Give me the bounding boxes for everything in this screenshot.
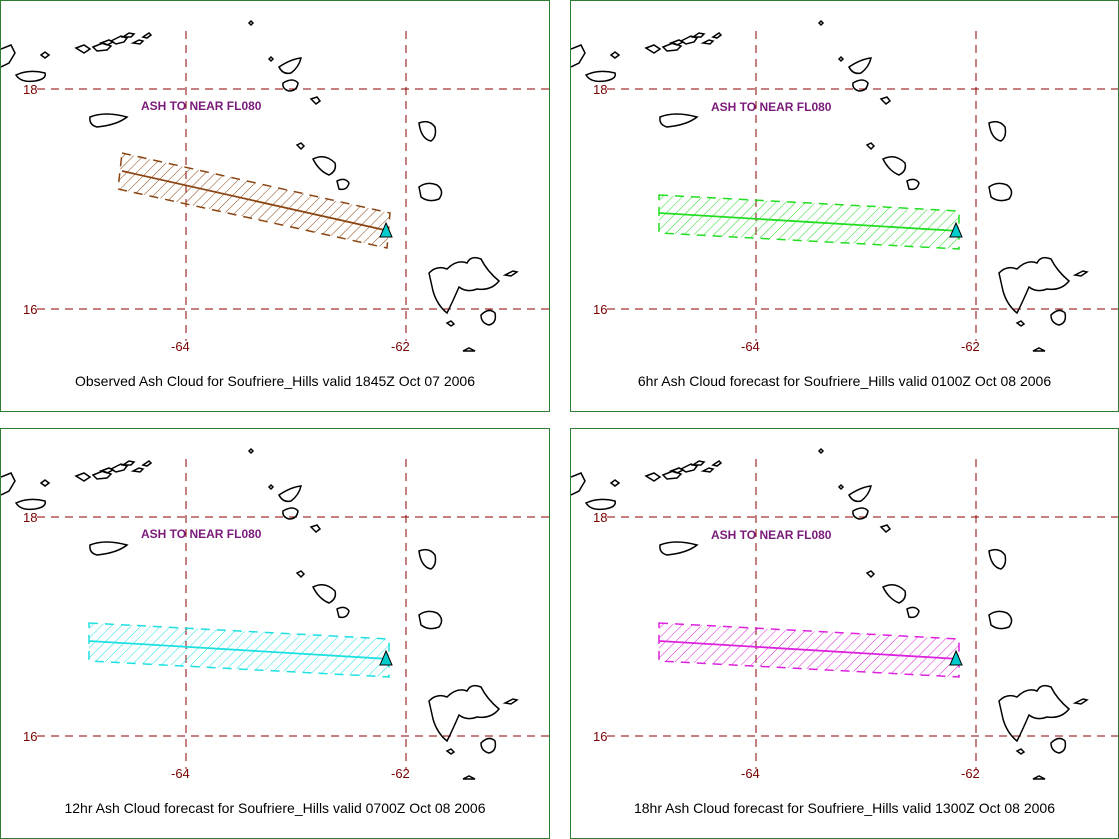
lon-label-62: -62 [391,339,410,354]
ash-cloud-polygon [658,622,963,678]
lat-label-18: 18 [23,510,37,525]
volcano-marker-icon [379,221,393,238]
map-panel-12hr: 18 16 -64 -62 ASH TO NEAR FL080 12hr Ash… [0,428,550,839]
lon-label-62: -62 [391,766,410,781]
volcano-marker-icon [949,649,963,666]
map-panel-18hr: 18 16 -64 -62 ASH TO NEAR FL080 18hr Ash… [570,428,1119,839]
lat-label-16: 16 [23,302,37,317]
ash-altitude-label: ASH TO NEAR FL080 [141,99,262,113]
volcano-marker-icon [379,649,393,666]
ash-altitude-label: ASH TO NEAR FL080 [711,528,832,542]
lat-label-16: 16 [23,729,37,744]
lon-label-64: -64 [741,766,760,781]
panel-caption: 12hr Ash Cloud forecast for Soufriere_Hi… [64,800,486,816]
ash-altitude-label: ASH TO NEAR FL080 [141,527,262,541]
lat-label-18: 18 [23,82,37,97]
panel-caption: Observed Ash Cloud for Soufriere_Hills v… [75,373,475,389]
coastline [571,447,1089,780]
lat-lon-grid [607,31,1118,341]
lat-label-18: 18 [593,82,607,97]
map-panel-6hr: 18 16 -64 -62 ASH TO NEAR FL080 6hr Ash … [570,0,1119,412]
lon-label-64: -64 [171,766,190,781]
map-panel-observed: 18 16 -64 -62 ASH TO NEAR FL080 Observed… [0,0,550,412]
panel-caption: 18hr Ash Cloud forecast for Soufriere_Hi… [633,800,1055,816]
volcano-marker-icon [949,221,963,238]
lat-label-16: 16 [593,729,607,744]
panel-caption: 6hr Ash Cloud forecast for Soufriere_Hil… [637,373,1052,389]
ash-cloud-polygon [658,194,963,250]
lat-lon-grid [37,459,549,769]
map-canvas: 18 16 -64 -62 ASH TO NEAR FL080 [1,447,549,781]
lon-label-62: -62 [961,766,980,781]
lon-label-64: -64 [171,339,190,354]
lon-label-62: -62 [961,339,980,354]
lat-lon-grid [37,31,549,341]
map-canvas: 18 16 -64 -62 ASH TO NEAR FL080 [1,19,549,354]
coastline [1,447,519,780]
coastline [571,19,1089,352]
map-canvas: 18 16 -64 -62 ASH TO NEAR FL080 [571,19,1118,354]
ash-cloud-polygon [88,622,393,678]
lat-lon-grid [607,459,1118,769]
lon-label-64: -64 [741,339,760,354]
lat-label-18: 18 [593,510,607,525]
lat-label-16: 16 [593,302,607,317]
map-canvas: 18 16 -64 -62 ASH TO NEAR FL080 [571,447,1118,781]
ash-altitude-label: ASH TO NEAR FL080 [711,100,832,114]
coastline [1,19,519,352]
ash-cloud-polygon [117,152,393,249]
